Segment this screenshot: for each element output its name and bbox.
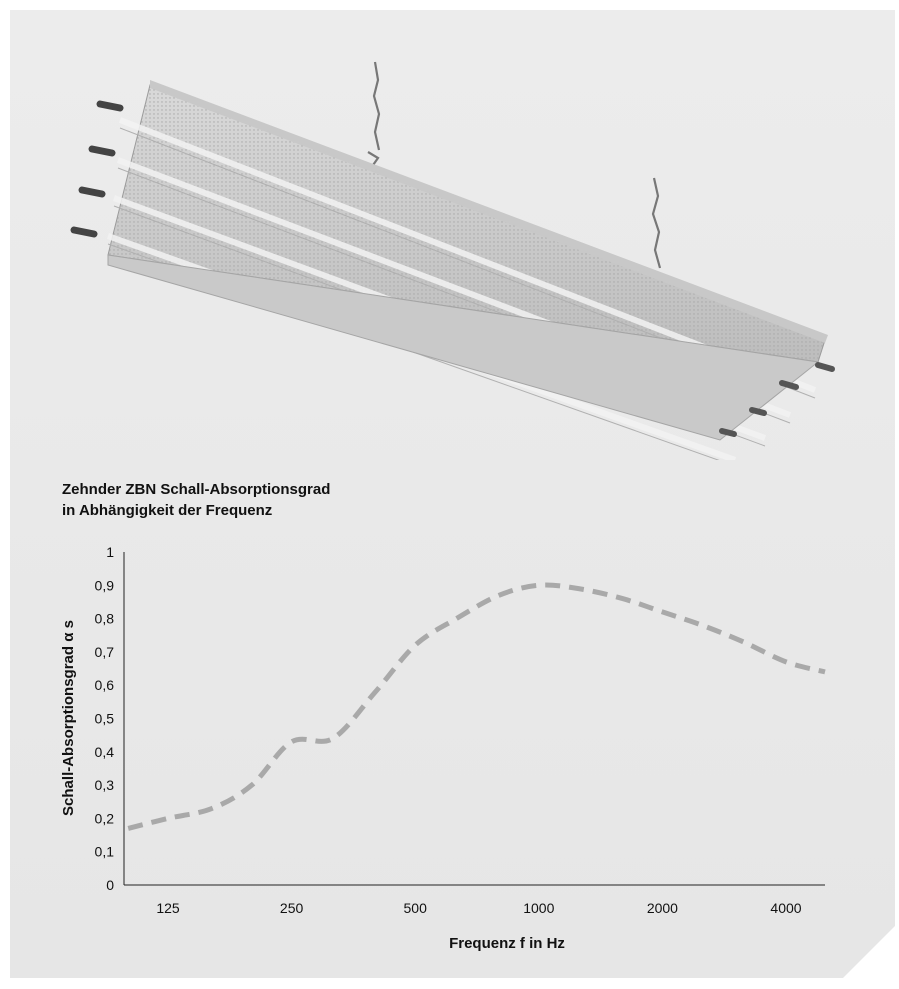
y-tick-label: 0,7 [95,644,115,660]
product-image-radiant-ceiling-panel [70,61,835,460]
x-tick-label: 250 [280,900,304,916]
y-tick-label: 1 [106,544,114,560]
y-axis-label: Schall-Absorptionsgrad α s [60,620,77,816]
y-tick-label: 0,8 [95,611,115,627]
y-tick-label: 0,9 [95,577,115,593]
absorption-curve-line [127,582,826,831]
chart-title-line-1: Zehnder ZBN Schall-Absorptionsgrad [62,481,331,498]
x-tick-label: 2000 [647,900,678,916]
y-tick-label: 0,1 [95,844,115,860]
y-tick-label: 0 [106,877,114,893]
y-tick-label: 0,3 [95,777,115,793]
x-tick-label: 4000 [770,900,801,916]
chart-title-line-2: in Abhängigkeit der Frequenz [62,502,273,519]
y-tick-label: 0,2 [95,810,115,826]
pipe-ends-right [719,362,835,437]
chart-title: Zehnder ZBN Schall-Absorptionsgrad in Ab… [62,479,330,521]
x-tick-labels: 125 250 500 1000 2000 4000 [156,900,801,916]
x-tick-label: 500 [404,900,428,916]
x-tick-label: 125 [156,900,180,916]
chain-right [651,177,662,269]
y-tick-label: 0,4 [95,744,115,760]
x-tick-label: 1000 [523,900,554,916]
y-tick-label: 0,6 [95,677,115,693]
x-axis-label: Frequenz f in Hz [449,935,565,952]
pipe-ends-left [70,100,124,238]
y-tick-label: 0,5 [95,711,115,727]
y-tick-labels: 0 0,1 0,2 0,3 0,4 0,5 0,6 0,7 0,8 0,9 1 [95,544,115,893]
